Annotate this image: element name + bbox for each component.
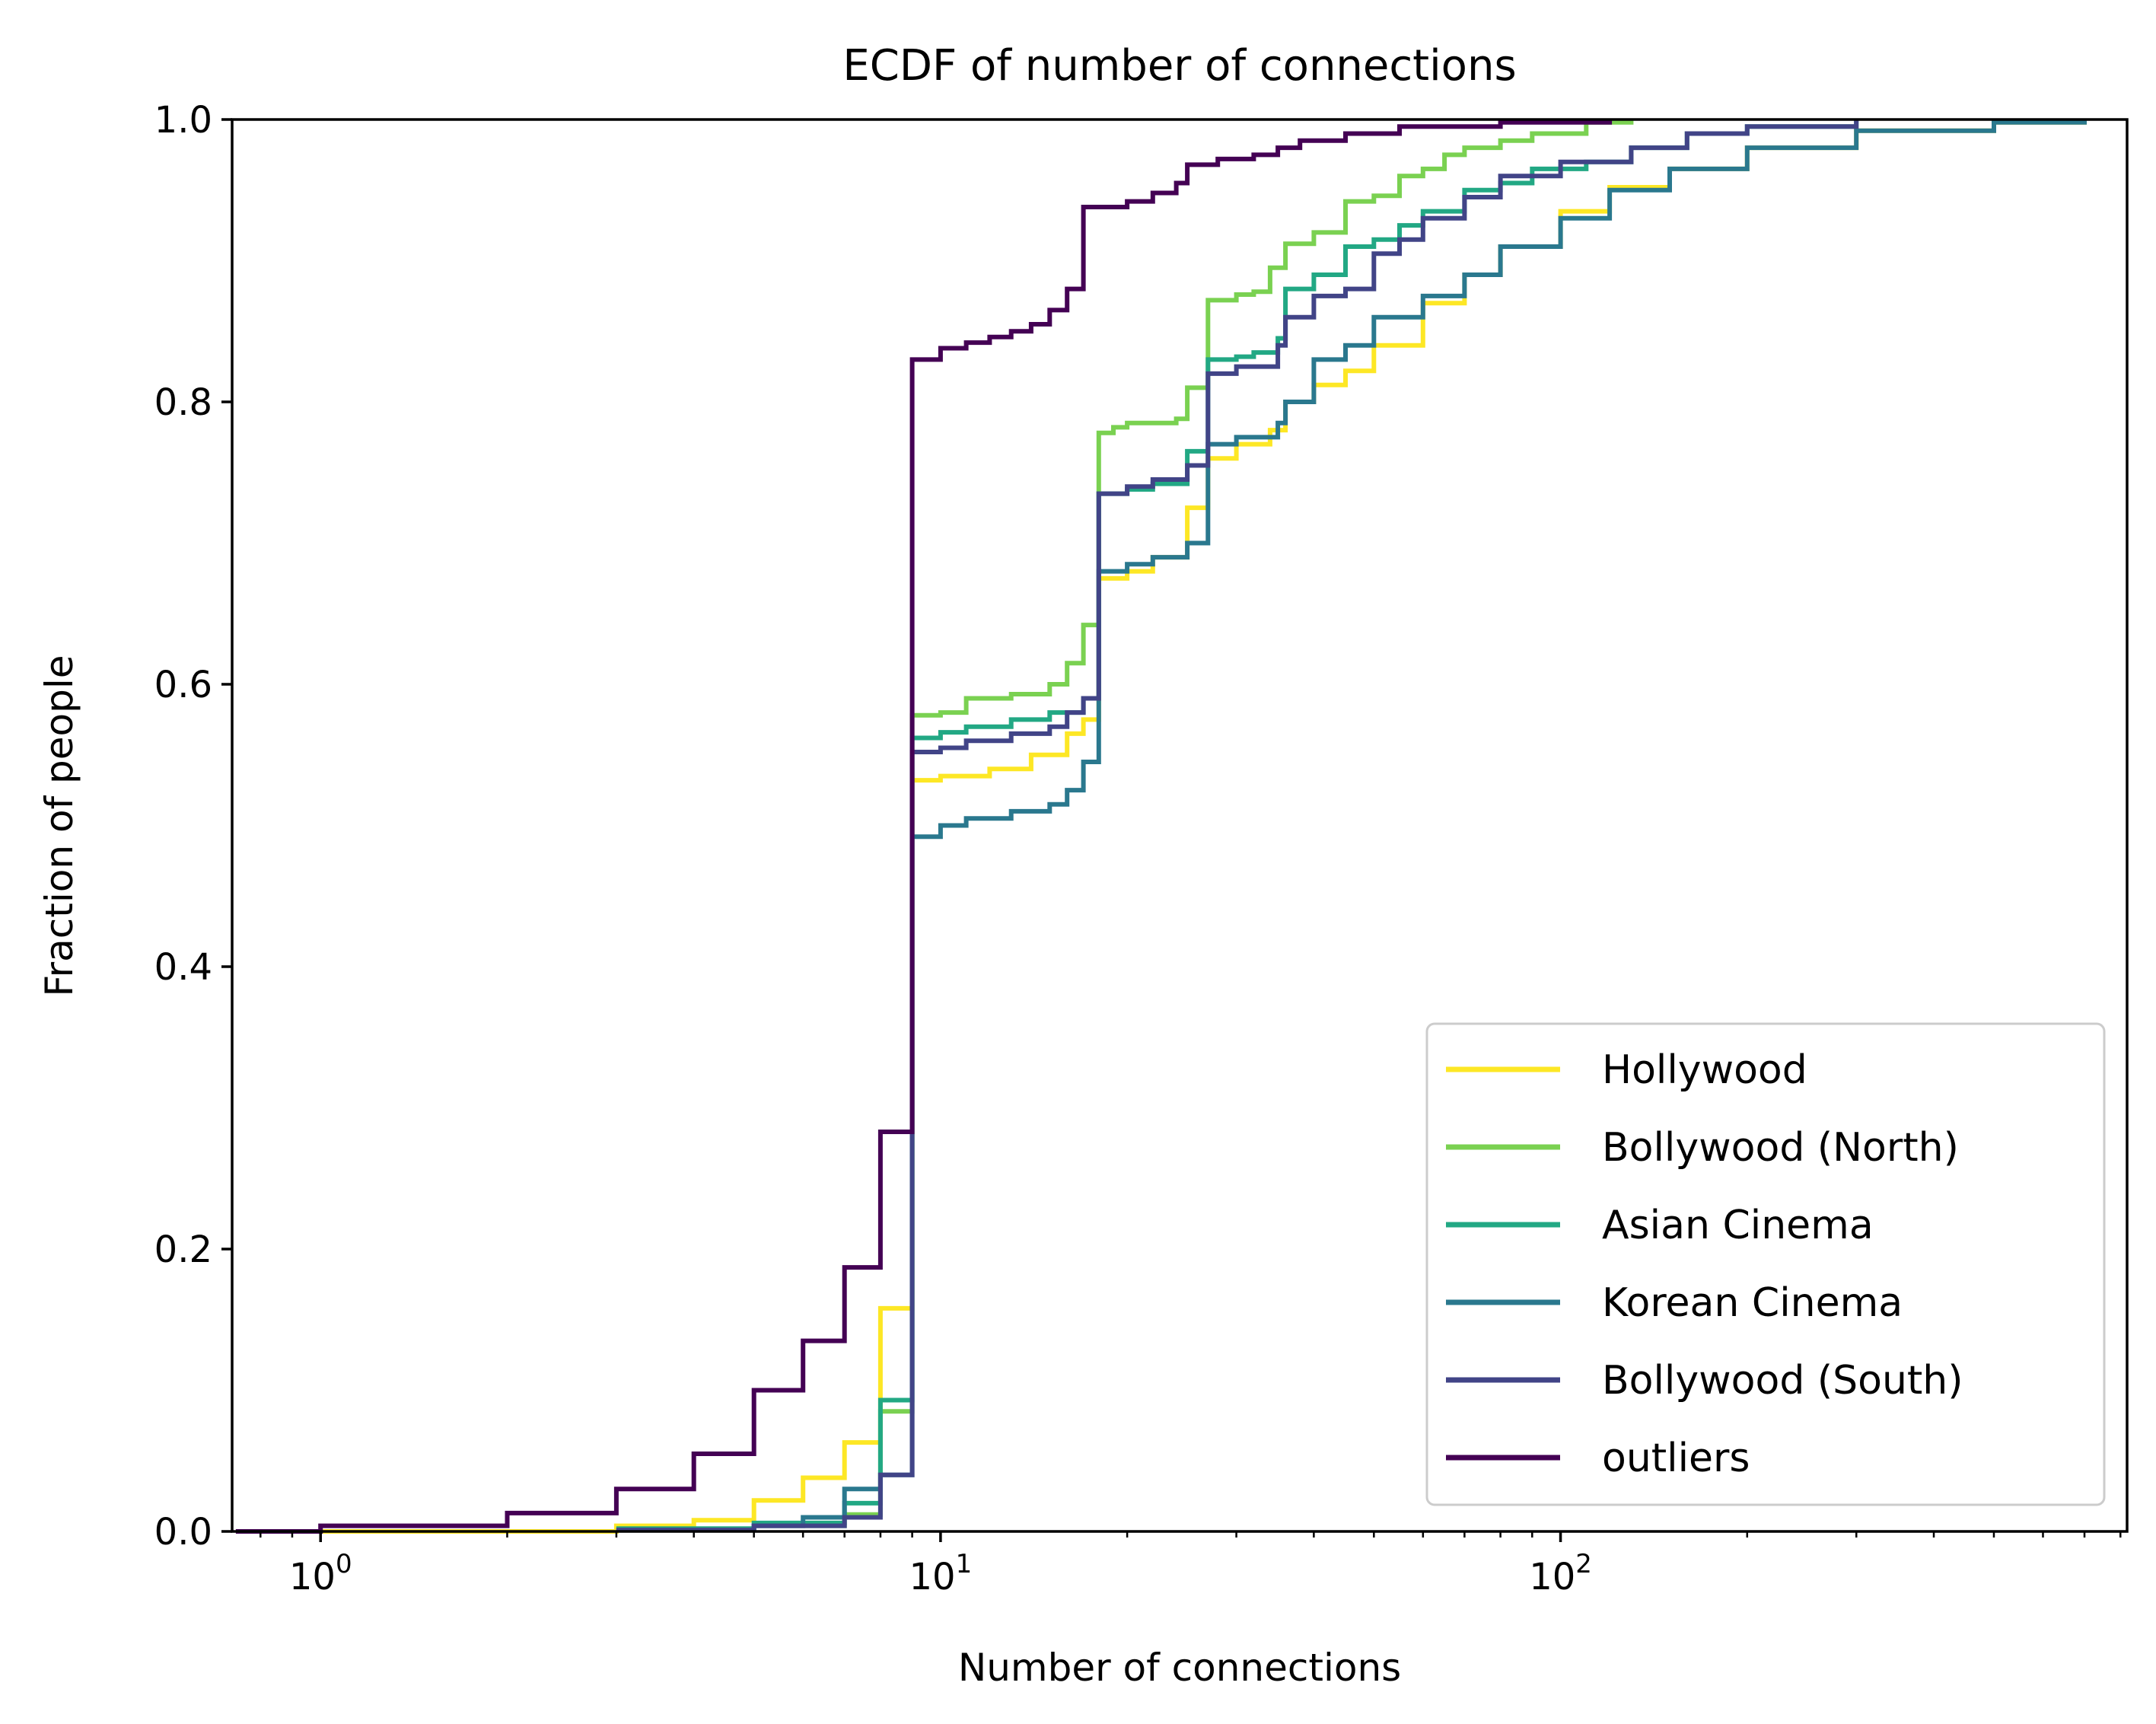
y-tick-label: 0.6 [154, 664, 212, 706]
y-axis: 0.0 0.2 0.4 0.6 0.8 1.0 [154, 99, 232, 1554]
legend-frame [1425, 1022, 2106, 1506]
series-line-4 [616, 120, 1859, 1533]
y-axis-label: Fraction of people [37, 655, 81, 996]
y-tick-label: 0.4 [154, 946, 212, 989]
y-tick-label: 0.0 [154, 1511, 212, 1554]
x-tick-label: 101 [909, 1549, 973, 1598]
legend-label: Bollywood (North) [1602, 1125, 1959, 1171]
legend: Hollywood Bollywood (North) Asian Cinema Ko… [1425, 1022, 2106, 1506]
series-layer [235, 120, 2087, 1534]
chart-title: ECDF of number of connections [842, 41, 1516, 91]
x-tick-label: 102 [1529, 1549, 1592, 1598]
legend-label: Hollywood [1602, 1047, 1807, 1093]
plot-frame [231, 118, 2129, 1533]
legend-label: Korean Cinema [1602, 1280, 1903, 1326]
y-tick-label: 0.2 [154, 1228, 212, 1271]
y-tick-label: 1.0 [154, 99, 212, 142]
x-axis-label: Number of connections [958, 1646, 1401, 1690]
x-axis: 100 101 102 [260, 1531, 2122, 1598]
y-tick-label: 0.8 [154, 381, 212, 424]
legend-label: outliers [1602, 1436, 1750, 1481]
legend-label: Asian Cinema [1602, 1203, 1874, 1248]
series-line-5 [235, 120, 1613, 1534]
legend-label: Bollywood (South) [1602, 1358, 1963, 1404]
x-tick-label: 100 [289, 1549, 352, 1598]
series-line-2 [616, 120, 1859, 1531]
